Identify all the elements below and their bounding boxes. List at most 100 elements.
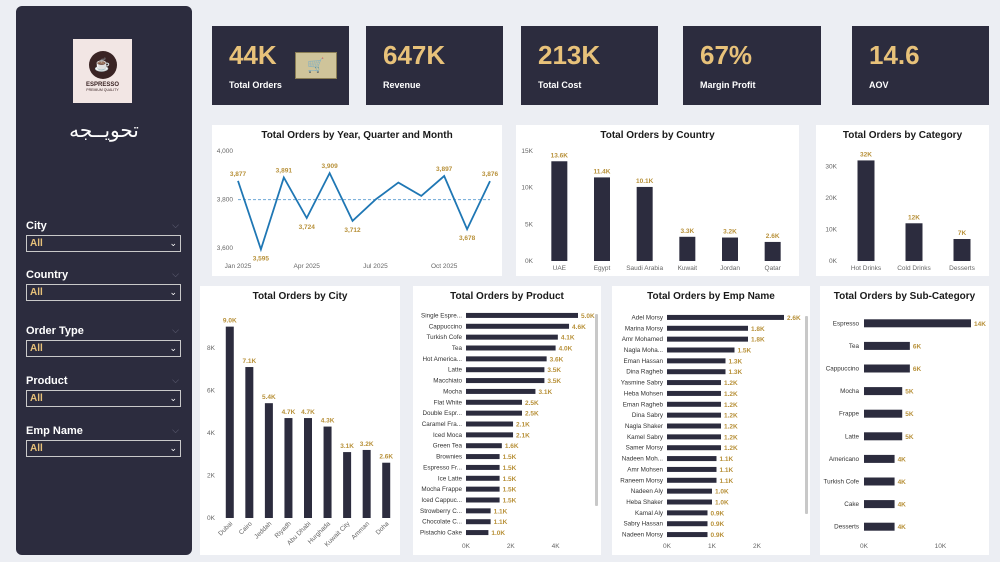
x-tick-label: Egypt bbox=[594, 265, 611, 272]
y-category-label: Espresso bbox=[833, 320, 860, 327]
product-dropdown[interactable]: All ⌄ bbox=[26, 390, 181, 407]
city-dropdown[interactable]: All ⌄ bbox=[26, 235, 181, 252]
data-label: 14K bbox=[974, 321, 986, 328]
panel-orders-by-country: Total Orders by Country 0K 5K 10K 15K 13.6K UA… bbox=[516, 125, 799, 276]
x-tick-label: Desserts bbox=[949, 265, 975, 272]
data-label: 1.5K bbox=[738, 348, 752, 355]
coffee-cup-icon: ☕ bbox=[88, 50, 117, 79]
chevron-down-icon[interactable]: ⌵ bbox=[172, 425, 179, 435]
y-category-label: Americano bbox=[829, 456, 860, 463]
x-tick-label: 10K bbox=[935, 543, 947, 550]
data-label: 1.6K bbox=[505, 443, 519, 450]
data-label: 1.5K bbox=[503, 498, 517, 505]
chevron-down-icon[interactable]: ⌵ bbox=[172, 269, 179, 279]
y-tick-label: 0K bbox=[207, 515, 216, 522]
data-label: 2.5K bbox=[525, 400, 539, 407]
y-category-label: Flat White bbox=[434, 399, 463, 406]
data-label: 1.1K bbox=[720, 478, 734, 485]
filter-label: Order Type bbox=[26, 325, 84, 337]
bar bbox=[667, 369, 726, 375]
chevron-down-icon[interactable]: ⌵ bbox=[172, 325, 179, 335]
bar bbox=[466, 378, 545, 384]
y-category-label: Cappuccino bbox=[429, 323, 463, 330]
kpi-total-cost: 213K Total Cost bbox=[521, 26, 658, 105]
order-type-dropdown[interactable]: All ⌄ bbox=[26, 340, 181, 357]
y-category-label: Tea bbox=[849, 343, 860, 350]
data-label: 3,876 bbox=[482, 171, 499, 178]
y-category-label: Double Espr... bbox=[422, 410, 462, 417]
data-label: 1.1K bbox=[494, 519, 508, 526]
chart-title: Total Orders by Sub-Category bbox=[834, 291, 976, 302]
x-tick-label: Cairo bbox=[238, 520, 254, 536]
bar bbox=[953, 239, 971, 261]
kpi-label: AOV bbox=[869, 80, 889, 90]
bar bbox=[466, 475, 500, 481]
kpi-label: Revenue bbox=[383, 80, 421, 90]
y-category-label: Frappe bbox=[839, 411, 859, 418]
bar bbox=[466, 508, 491, 514]
scrollbar bbox=[805, 316, 808, 514]
data-label: 7K bbox=[958, 230, 967, 237]
y-category-label: Dina Ragheb bbox=[626, 369, 663, 376]
y-category-label: Mocha Frappe bbox=[421, 486, 462, 493]
data-label: 0.9K bbox=[711, 532, 725, 539]
x-tick-label: Apr 2025 bbox=[294, 263, 321, 270]
y-category-label: Caramel Fra... bbox=[422, 421, 462, 428]
data-label: 1.2K bbox=[724, 445, 738, 452]
data-label: 3,909 bbox=[321, 163, 338, 170]
y-category-label: Hot America... bbox=[422, 356, 462, 363]
x-tick-label: 1K bbox=[708, 543, 717, 550]
data-label: 4.7K bbox=[301, 409, 315, 416]
bar bbox=[667, 510, 708, 516]
y-tick-label: 3,600 bbox=[217, 245, 234, 252]
y-category-label: Espresso Fr... bbox=[423, 464, 462, 471]
y-tick-label: 2K bbox=[207, 472, 216, 479]
chevron-down-icon[interactable]: ⌵ bbox=[172, 375, 179, 385]
bar bbox=[667, 445, 721, 451]
data-label: 1.0K bbox=[715, 489, 729, 496]
bar bbox=[466, 399, 522, 405]
kpi-label: Total Orders bbox=[229, 80, 282, 90]
x-tick-label: 0K bbox=[462, 543, 471, 550]
bar bbox=[466, 323, 570, 329]
x-tick-label: Jan 2025 bbox=[225, 263, 252, 270]
filter-label: City bbox=[26, 220, 47, 232]
filter-city: City ⌵ All ⌄ bbox=[26, 220, 181, 252]
bar bbox=[667, 423, 721, 429]
data-label: 2.6K bbox=[787, 315, 801, 322]
bar bbox=[864, 454, 895, 463]
kpi-value: 14.6 bbox=[869, 40, 920, 70]
data-label: 11.4K bbox=[594, 168, 611, 175]
data-label: 1.2K bbox=[724, 424, 738, 431]
y-tick-label: 8K bbox=[207, 345, 216, 352]
data-label: 2.6K bbox=[766, 233, 780, 240]
filter-country: Country ⌵ All ⌄ bbox=[26, 269, 181, 301]
data-label: 2.1K bbox=[516, 432, 530, 439]
bar bbox=[343, 452, 352, 518]
country-dropdown[interactable]: All ⌄ bbox=[26, 284, 181, 301]
shopping-cart-icon: 🛒 bbox=[295, 52, 337, 79]
chart-title: Total Orders by Emp Name bbox=[647, 291, 775, 302]
kpi-aov: 14.6 AOV bbox=[852, 26, 989, 105]
data-label: 1.1K bbox=[494, 508, 508, 515]
dropdown-value: All bbox=[30, 393, 43, 404]
chevron-down-icon[interactable]: ⌵ bbox=[172, 220, 179, 230]
data-label: 5K bbox=[905, 411, 914, 418]
y-category-label: Nagla Moha... bbox=[624, 347, 663, 354]
y-category-label: Single Espre... bbox=[421, 312, 462, 319]
x-tick-label: 2K bbox=[507, 543, 516, 550]
bar bbox=[864, 364, 910, 373]
y-category-label: Heba Shaker bbox=[626, 499, 663, 506]
emp-name-dropdown[interactable]: All ⌄ bbox=[26, 440, 181, 457]
y-category-label: Amr Mohsen bbox=[627, 466, 663, 473]
data-label: 9.0K bbox=[223, 318, 237, 325]
dropdown-value: All bbox=[30, 443, 43, 454]
y-tick-label: 5K bbox=[525, 221, 534, 228]
y-category-label: Heba Mohsen bbox=[624, 390, 664, 397]
y-category-label: Nagla Shaker bbox=[625, 423, 663, 430]
data-label: 3,891 bbox=[276, 167, 293, 174]
x-tick-label: Saudi Arabia bbox=[626, 265, 663, 272]
y-category-label: Cake bbox=[844, 501, 859, 508]
bar bbox=[466, 345, 556, 351]
data-label: 3,724 bbox=[299, 224, 316, 231]
